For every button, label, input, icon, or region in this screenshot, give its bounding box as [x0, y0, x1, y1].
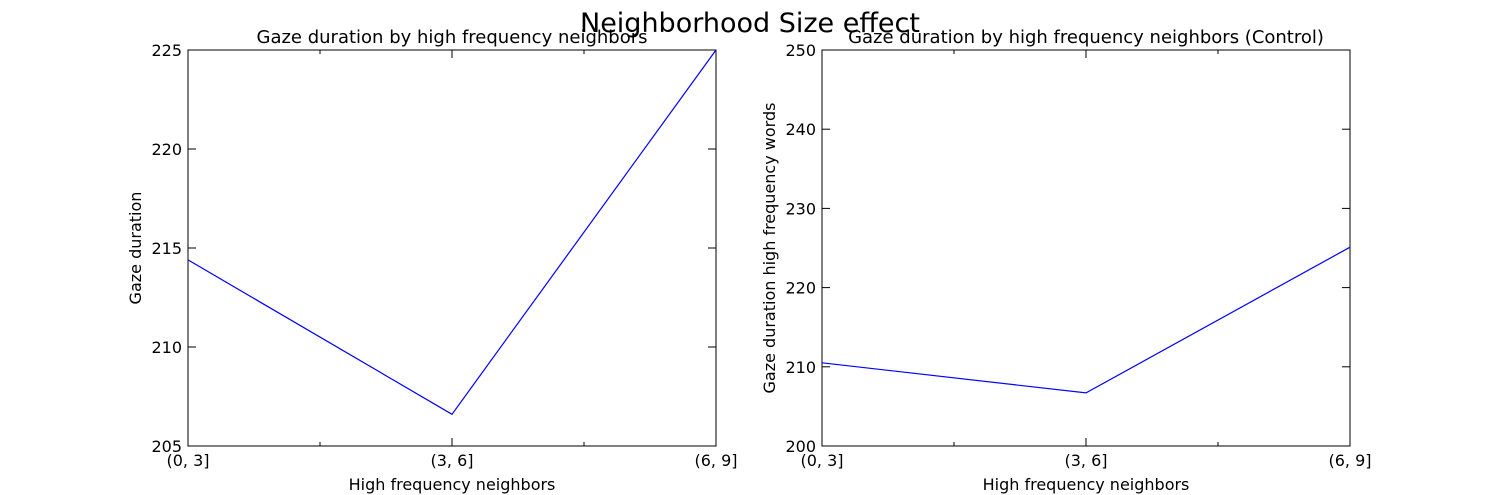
x-tick-label: (0, 3]: [800, 451, 843, 470]
x-tick-label: (0, 3]: [166, 451, 209, 470]
control-gaze-duration-plot: (0, 3] (3, 6] (6, 9] 200 210 220 230 240 250 Gaz…: [760, 27, 1372, 494]
plot-title: Gaze duration by high frequency neighbor…: [848, 27, 1324, 48]
y-tick-label: 210: [785, 358, 816, 377]
x-tick-label: (6, 9]: [694, 451, 737, 470]
y-tick-label: 230: [785, 199, 816, 218]
control-gaze-duration-line: [821, 246, 1351, 394]
x-tick-label: (3, 6]: [430, 451, 473, 470]
figure-title: Neighborhood Size effect: [580, 8, 920, 39]
y-tick-label: 220: [785, 279, 816, 298]
tick-group: (0, 3] (3, 6] (6, 9] 205 210 215 220 225: [151, 41, 737, 470]
tick-group: (0, 3] (3, 6] (6, 9] 200 210 220 230 240 250: [785, 41, 1371, 470]
y-tick-label: 200: [785, 437, 816, 456]
y-tick-label: 210: [151, 338, 182, 357]
x-tick-label: (3, 6]: [1064, 451, 1107, 470]
y-tick-label: 250: [785, 41, 816, 60]
plot-area: [821, 49, 1351, 447]
y-tick-label: 220: [151, 140, 182, 159]
x-tick-label: (6, 9]: [1328, 451, 1371, 470]
y-axis-label: Gaze duration high frequency words: [760, 103, 779, 394]
x-axis-label: High frequency neighbors: [983, 475, 1190, 494]
plot-title: Gaze duration by high frequency neighbor…: [257, 27, 648, 48]
y-axis-label: Gaze duration: [126, 192, 145, 305]
y-tick-label: 205: [151, 437, 182, 456]
y-tick-label: 240: [785, 120, 816, 139]
gaze-duration-line: [187, 49, 717, 416]
x-axis-label: High frequency neighbors: [349, 475, 556, 494]
y-tick-label: 225: [151, 41, 182, 60]
gaze-duration-plot: (0, 3] (3, 6] (6, 9] 205 210 215 220 225 Gaze d…: [126, 27, 738, 494]
y-tick-label: 215: [151, 239, 182, 258]
plot-area: [187, 49, 717, 447]
